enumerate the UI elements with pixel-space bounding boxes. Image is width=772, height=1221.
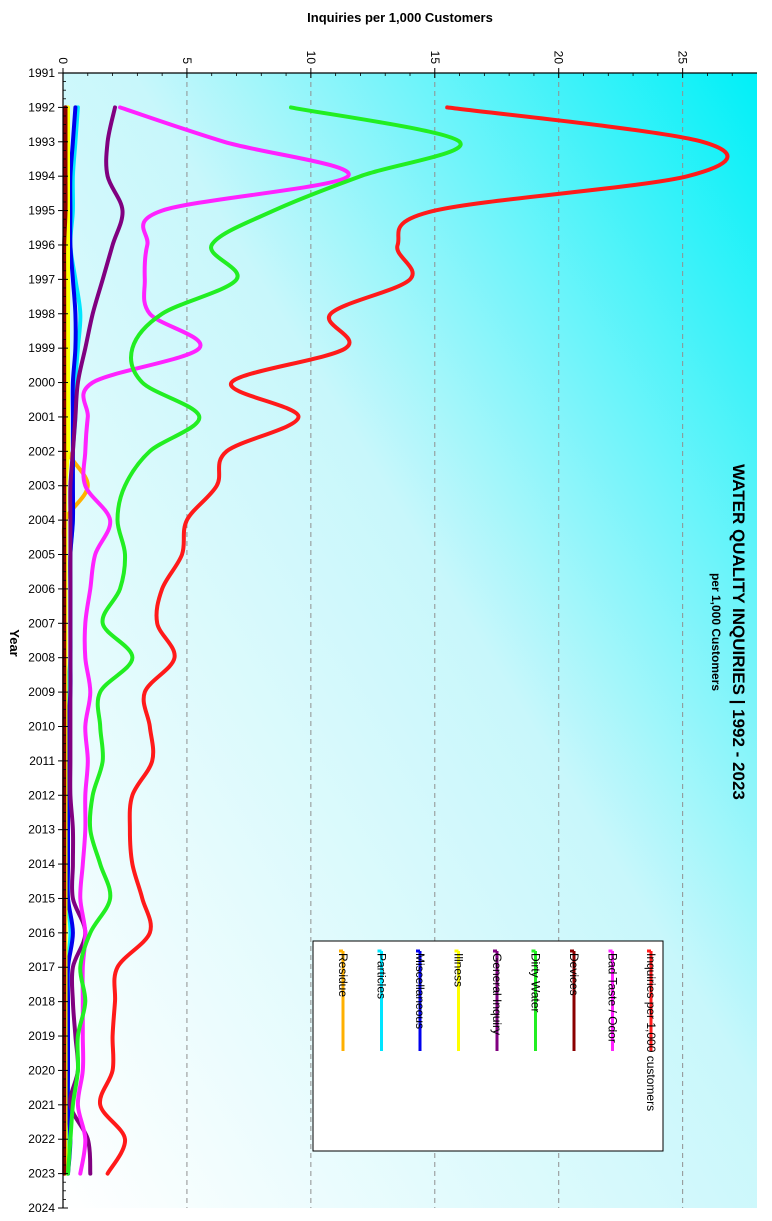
value-tick-label: 20	[552, 51, 566, 65]
year-tick-label: 2006	[28, 582, 55, 596]
year-tick-label: 2001	[28, 410, 55, 424]
year-tick-label: 2010	[28, 719, 55, 733]
value-tick-label: 10	[304, 51, 318, 65]
year-tick-label: 2018	[28, 995, 55, 1009]
year-tick-label: 2013	[28, 823, 55, 837]
year-tick-label: 2019	[28, 1029, 55, 1043]
legend-label: Miscellaneous	[413, 953, 427, 1029]
year-tick-label: 1999	[28, 341, 55, 355]
legend-label: Illness	[452, 953, 466, 987]
series-line	[68, 105, 125, 1176]
legend-label: Devices	[567, 953, 581, 996]
x-axis-title: Year	[7, 629, 22, 656]
legend-label: Dirty Water	[529, 953, 543, 1013]
legend-label: General Inquiry	[490, 953, 504, 1035]
y-axis-title: Inquiries per 1,000 Customers	[307, 10, 493, 25]
year-tick-label: 2012	[28, 788, 55, 802]
legend-label: Inquiries per 1,000 customers	[644, 953, 658, 1111]
year-tick-label: 1994	[28, 169, 55, 183]
legend-box	[312, 940, 664, 1152]
year-tick-label: 2021	[28, 1098, 55, 1112]
value-tick-label: 5	[180, 57, 194, 64]
value-tick-label: 15	[428, 51, 442, 65]
legend-items: Inquiries per 1,000 customers Bad Taste /…	[336, 949, 658, 1111]
legend: Inquiries per 1,000 customers Bad Taste /…	[312, 940, 664, 1152]
year-tick-label: 2023	[28, 1167, 55, 1181]
year-tick-label: 2014	[28, 857, 55, 871]
year-tick-label: 1993	[28, 135, 55, 149]
year-tick-label: 2007	[28, 616, 55, 630]
year-tick-label: 2017	[28, 960, 55, 974]
year-tick-label: 1996	[28, 238, 55, 252]
year-tick-label: 2016	[28, 926, 55, 940]
year-tick-label: 2011	[29, 754, 55, 768]
year-tick-label: 2004	[28, 513, 55, 527]
year-tick-label: 1995	[28, 204, 55, 218]
value-tick-label: 25	[676, 51, 690, 65]
year-tick-label: 2003	[28, 479, 55, 493]
year-tick-label: 1991	[28, 66, 55, 80]
year-tick-label: 2000	[28, 376, 55, 390]
year-tick-label: 2020	[28, 1063, 55, 1077]
axis-layer: 1991 1992 1993 1994 1995 1996 1997 1998 1999 2000…	[28, 51, 757, 1215]
legend-label: Particles	[375, 953, 389, 999]
year-tick-label: 2009	[28, 685, 55, 699]
year-tick-label: 2015	[28, 891, 55, 905]
year-tick-label: 1992	[28, 100, 55, 114]
chart-title: WATER QUALITY INQUIRIES | 1992 - 2023	[729, 464, 748, 800]
year-tick-label: 1998	[28, 307, 55, 321]
year-tick-label: 2024	[28, 1201, 55, 1215]
chart-subtitle: per 1,000 Customers	[709, 573, 723, 691]
year-tick-label: 1997	[28, 272, 55, 286]
year-tick-label: 2005	[28, 548, 55, 562]
series-line	[66, 105, 463, 1176]
year-tick-label: 2008	[28, 651, 55, 665]
legend-label: Residue	[336, 953, 350, 997]
year-tick-label: 2022	[28, 1132, 55, 1146]
legend-label: Bad Taste / Odor	[606, 953, 620, 1043]
year-tick-label: 2002	[28, 444, 55, 458]
value-tick-label: 0	[56, 57, 70, 64]
series-line	[98, 105, 730, 1176]
